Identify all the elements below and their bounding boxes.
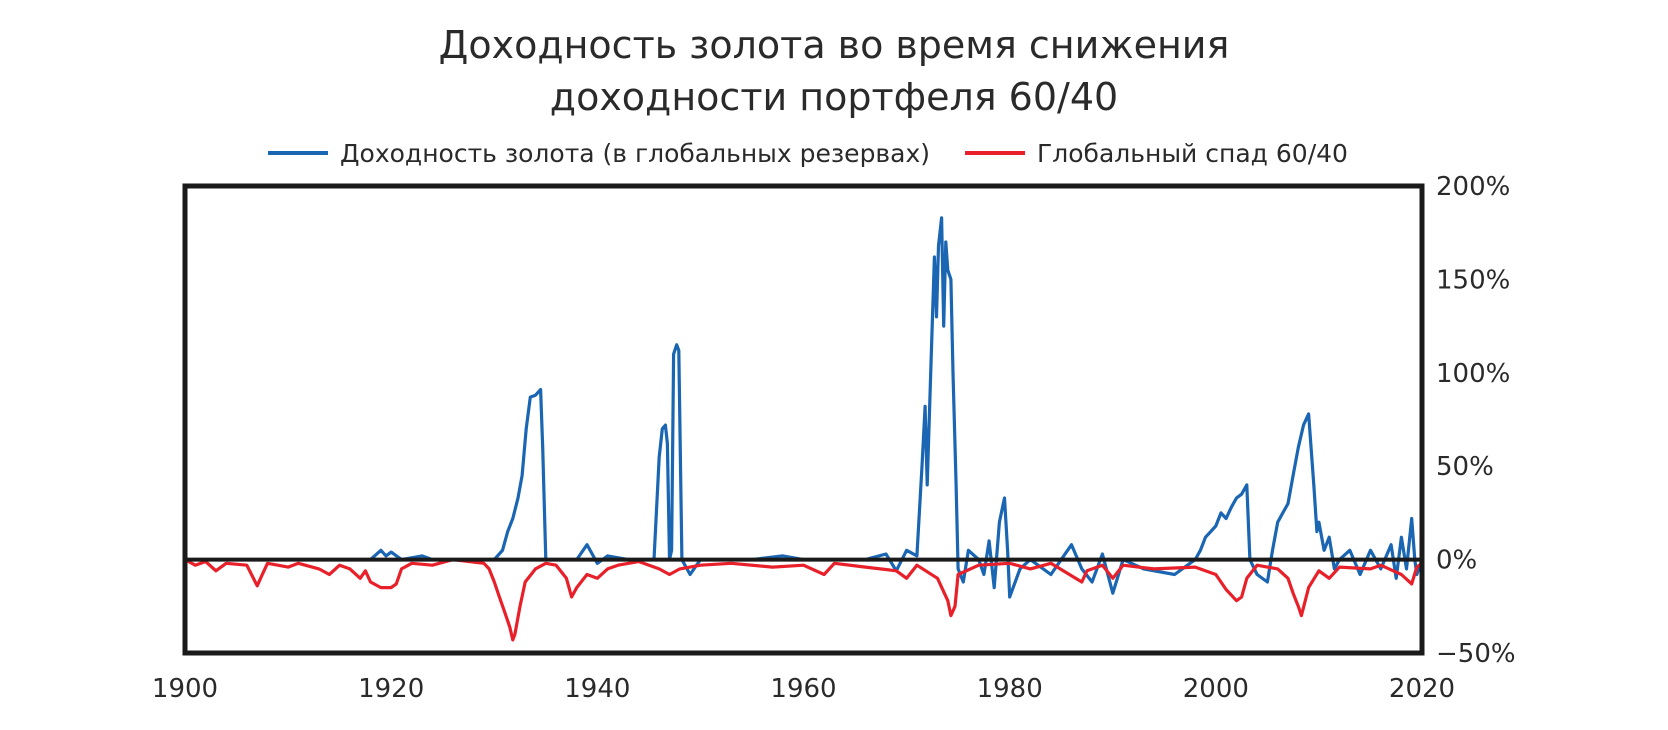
y-tick-label: 100% (1436, 359, 1510, 389)
x-tick-label: 1980 (977, 674, 1043, 704)
y-tick-label: 200% (1436, 172, 1510, 202)
plot-area (182, 183, 1425, 656)
y-tick-label: −50% (1436, 639, 1516, 669)
x-axis: 1900 1920 1940 1960 1980 2000 2020 (152, 674, 1455, 704)
legend-label-drawdown: Глобальный спад 60/40 (1037, 139, 1348, 168)
gold-return-line (185, 216, 1424, 599)
x-tick-label: 2020 (1389, 674, 1455, 704)
drawdown-6040-line (184, 558, 1423, 642)
chart-title-line-2: доходности портфеля 60/40 (549, 75, 1119, 119)
legend: Доходность золота (в глобальных резервах… (268, 139, 1348, 168)
chart-title-line-1: Доходность золота во время снижения (438, 23, 1230, 67)
x-tick-label: 1920 (358, 674, 424, 704)
x-tick-label: 1960 (770, 674, 836, 704)
x-tick-label: 1940 (564, 674, 630, 704)
legend-label-gold: Доходность золота (в глобальных резервах… (340, 139, 930, 168)
x-tick-label: 1900 (152, 674, 218, 704)
y-tick-label: 150% (1436, 265, 1510, 295)
y-tick-label: 50% (1436, 452, 1494, 482)
y-tick-label: 0% (1436, 546, 1477, 576)
y-axis: 200% 150% 100% 50% 0% −50% (1436, 172, 1516, 669)
plot-frame (182, 183, 1425, 656)
x-tick-label: 2000 (1183, 674, 1249, 704)
